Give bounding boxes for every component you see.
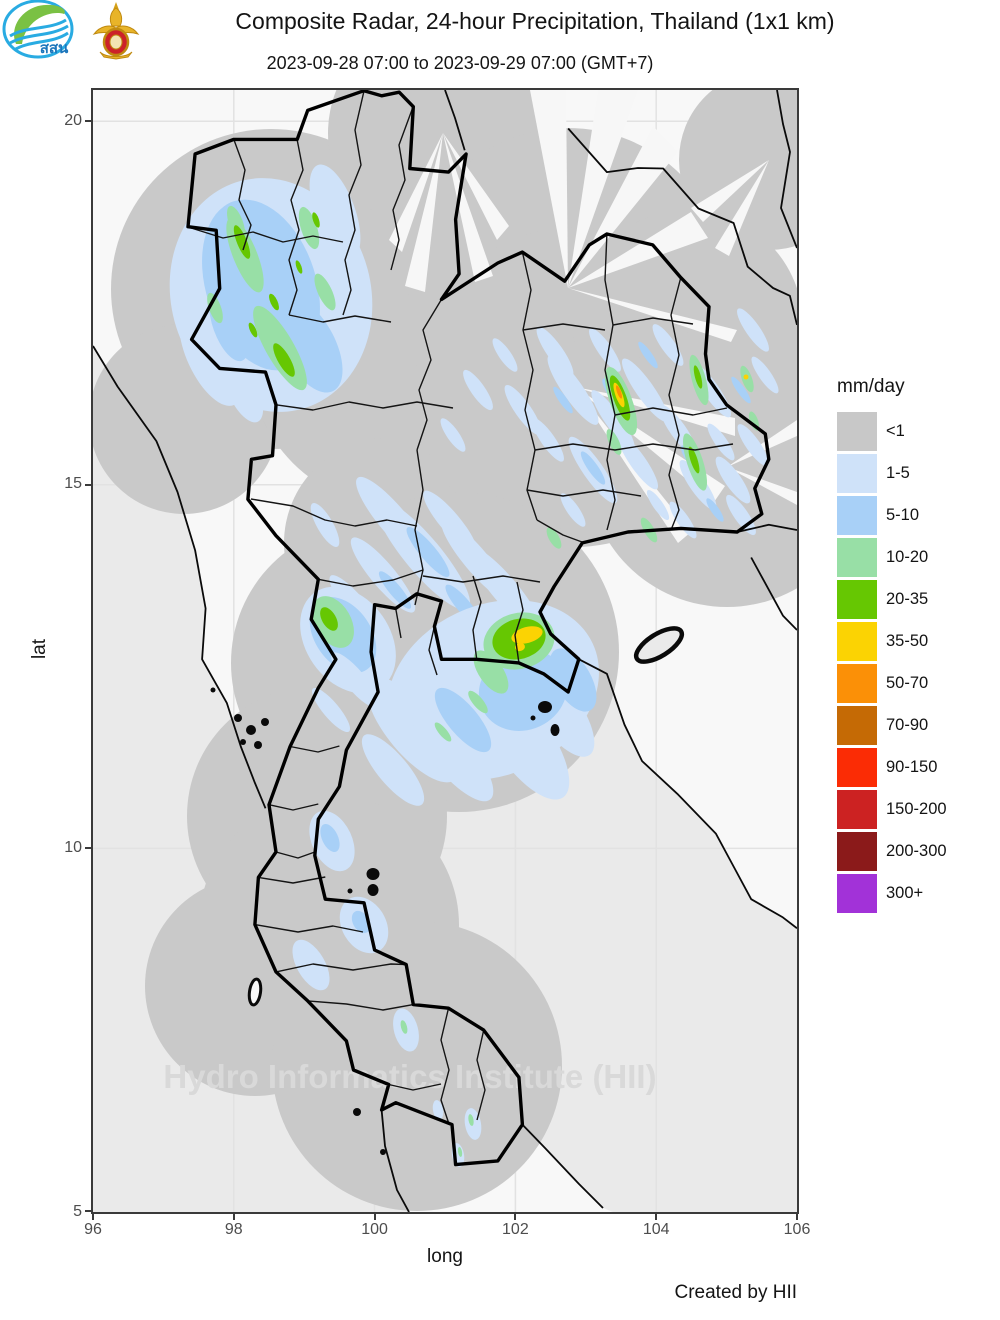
malaysia-east-coast — [521, 1123, 604, 1209]
x-tick-label: 100 — [361, 1221, 388, 1238]
emblem-spire — [113, 2, 119, 10]
thailand-border — [186, 90, 771, 1167]
credit-text: Created by HII — [674, 1282, 798, 1303]
y-tick-label: 5 — [73, 1203, 82, 1220]
y-axis-title: lat — [29, 638, 50, 660]
rain-northeast — [440, 308, 779, 549]
legend-label: 90-150 — [886, 758, 938, 776]
legend-label: 200-300 — [886, 842, 947, 860]
legend-title: mm/day — [837, 376, 905, 397]
rain-south — [292, 810, 482, 1167]
legend-label: 35-50 — [886, 632, 929, 650]
legend-swatch — [837, 832, 877, 871]
neighbor-borders — [93, 90, 797, 1212]
legend-swatch — [837, 538, 877, 577]
x-tick-label: 104 — [642, 1221, 670, 1238]
logo-wave — [9, 24, 69, 45]
tonle-sap-lake — [633, 626, 685, 664]
x-tick-label: 106 — [783, 1221, 811, 1238]
y-tick — [85, 847, 91, 850]
x-tick — [92, 1214, 94, 1220]
malaysia-west-coast — [380, 1109, 410, 1212]
emblem-medal — [109, 34, 123, 50]
legend-label: 5-10 — [886, 506, 920, 524]
rain-gulf-east — [311, 600, 599, 806]
laos-border — [444, 90, 466, 151]
page-title: Composite Radar, 24-hour Precipitation, … — [235, 8, 835, 34]
legend-item: 300+ — [837, 874, 997, 913]
x-tick-label: 102 — [502, 1221, 529, 1238]
logo-wave — [13, 31, 69, 52]
legend-item: 90-150 — [837, 748, 997, 787]
legend-label: 150-200 — [886, 800, 947, 818]
y-tick — [85, 1210, 91, 1212]
islands — [210, 687, 560, 1155]
x-tick — [514, 1214, 517, 1220]
x-axis-title: long — [427, 1246, 463, 1267]
legend-item: 1-5 — [837, 454, 997, 493]
emblem-base — [99, 51, 133, 60]
legend-item: 5-10 — [837, 496, 997, 535]
y-tick-label: 10 — [64, 839, 82, 856]
cambodia-vietnam-coast — [578, 658, 797, 930]
cambodia-laos-border — [737, 523, 797, 533]
x-tick-label: 96 — [84, 1221, 102, 1238]
precipitation-legend: mm/day <1 1-5 5-10 10-20 20-35 35-50 50-… — [837, 376, 997, 916]
legend-label: 70-90 — [886, 716, 929, 734]
page-subtitle: 2023-09-28 07:00 to 2023-09-29 07:00 (GM… — [266, 53, 654, 73]
thailand-radar-map: Hydro Informatics Institute (HII) — [93, 90, 797, 1212]
y-tick-label: 20 — [64, 112, 82, 129]
y-tick — [85, 120, 91, 123]
x-tick — [232, 1214, 235, 1220]
legend-swatch — [837, 748, 877, 787]
logo-wave — [9, 18, 67, 38]
map-panel: Hydro Informatics Institute (HII) — [91, 88, 799, 1214]
emblem-crown — [109, 7, 123, 27]
legend-label: 300+ — [886, 884, 924, 902]
logo-org-abbr: สสน — [40, 40, 69, 57]
y-tick-label: 15 — [64, 475, 82, 492]
myanmar-coastline — [93, 345, 267, 809]
x-tick — [373, 1214, 376, 1220]
cambodia-vietnam-border — [750, 557, 797, 631]
legend-swatch — [837, 412, 877, 451]
legend-label: 20-35 — [886, 590, 929, 608]
legend-swatch — [837, 454, 877, 493]
legend-item: 150-200 — [837, 790, 997, 829]
legend-item: <1 — [837, 412, 997, 451]
vietnam-north-coast — [776, 90, 797, 249]
legend-item: 20-35 — [837, 580, 997, 619]
legend-label: <1 — [886, 422, 905, 440]
hii-org-logo: สสน — [2, 0, 74, 59]
legend-swatch — [837, 622, 877, 661]
legend-swatch — [837, 496, 877, 535]
legend-label: 50-70 — [886, 674, 929, 692]
royal-emblem-logo — [92, 2, 140, 60]
legend-swatch — [837, 580, 877, 619]
legend-label: 10-20 — [886, 548, 929, 566]
x-tick-label: 98 — [224, 1221, 243, 1238]
legend-swatch — [837, 664, 877, 703]
legend-swatch — [837, 790, 877, 829]
legend-item: 35-50 — [837, 622, 997, 661]
x-tick — [796, 1214, 798, 1220]
y-tick — [85, 483, 91, 486]
laos-vietnam-border — [567, 127, 797, 326]
legend-item: 200-300 — [837, 832, 997, 871]
province-boundaries — [187, 90, 734, 1125]
x-tick — [655, 1214, 658, 1220]
legend-item: 10-20 — [837, 538, 997, 577]
logo-leaf — [14, 4, 65, 45]
legend-swatch — [837, 706, 877, 745]
legend-swatch — [837, 874, 877, 913]
legend-item: 50-70 — [837, 664, 997, 703]
legend-item: 70-90 — [837, 706, 997, 745]
legend-label: 1-5 — [886, 464, 910, 482]
